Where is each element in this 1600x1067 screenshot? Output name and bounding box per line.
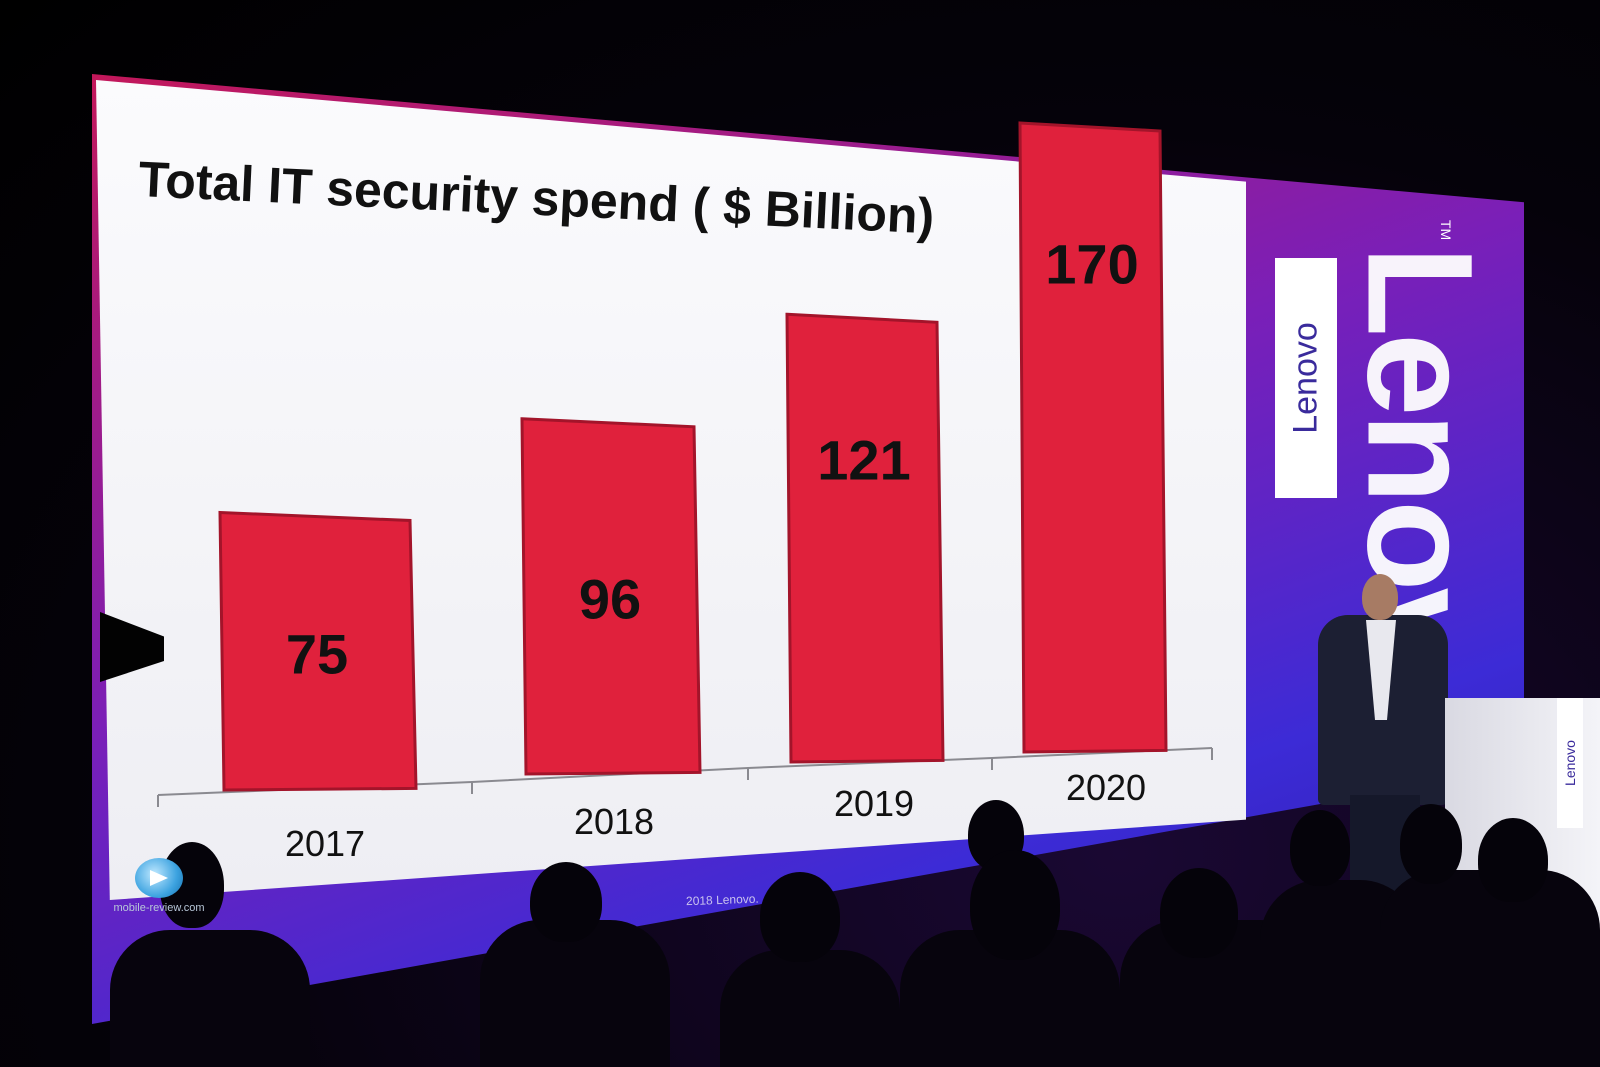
audience-member [1380,870,1600,1067]
podium-logo: Lenovo [1557,698,1583,828]
data-label-2017: 75 [286,622,348,685]
audience-member [110,930,310,1067]
audience-head [970,850,1060,960]
data-label-2020: 170 [1045,232,1138,295]
lenovo-badge: Lenovo [1275,258,1337,498]
podium-logo-text: Lenovo [1562,740,1578,786]
audience-head [760,872,840,962]
audience-head [1478,818,1548,902]
lenovo-badge-text: Lenovo [1286,322,1325,434]
trademark-symbol: TM [1438,219,1455,241]
watermark-text: mobile-review.com [113,902,205,914]
audience-member [720,950,900,1067]
category-label-2017: 2017 [285,823,365,864]
speaker-head [1362,574,1398,620]
audience-head [1400,804,1462,884]
category-label-2019: 2019 [834,783,914,824]
data-label-2019: 121 [817,429,910,492]
category-label-2020: 2020 [1066,767,1146,808]
bar-2018 [520,417,702,776]
audience-member [480,920,670,1067]
bar-2020 [1018,121,1168,754]
audience-head [1290,810,1350,886]
watermark: mobile-review.com [104,858,214,914]
watermark-logo-icon [135,858,183,898]
audience-head [1160,868,1238,958]
bar-2019 [785,312,945,764]
audience-head [530,862,602,942]
category-label-2018: 2018 [574,801,654,842]
data-label-2018: 96 [579,567,641,630]
bar-2017 [218,510,418,792]
